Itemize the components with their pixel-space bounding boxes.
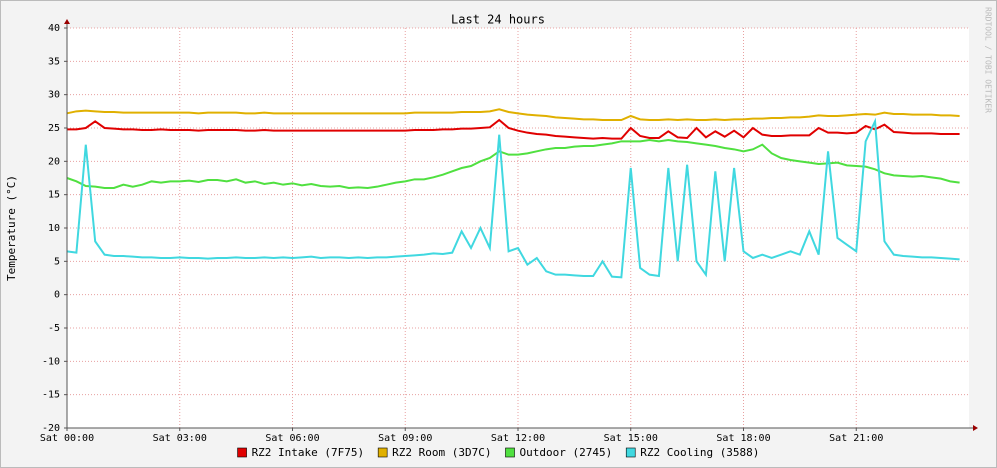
series-line <box>66 117 960 279</box>
x-tick-label: Sat 09:00 <box>378 433 432 444</box>
legend-item: RZ2 Room (3D7C) <box>377 446 492 459</box>
series-line <box>66 108 960 122</box>
legend-item: RZ2 Intake (7F75) <box>237 446 365 459</box>
x-tick-label: Sat 12:00 <box>491 433 545 444</box>
y-tick-label: 10 <box>48 223 60 234</box>
series-line <box>66 138 960 190</box>
x-tick-label: Sat 00:00 <box>40 433 94 444</box>
legend-item: Outdoor (2745) <box>505 446 613 459</box>
x-tick-label: Sat 03:00 <box>153 433 207 444</box>
x-tick-label: Sat 06:00 <box>265 433 319 444</box>
legend-swatch <box>377 447 388 458</box>
y-tick-label: -10 <box>42 356 60 367</box>
lines <box>66 108 960 279</box>
y-tick-label: -5 <box>48 323 60 334</box>
legend-item: RZ2 Cooling (3588) <box>625 446 759 459</box>
legend-label: RZ2 Cooling (3588) <box>640 446 759 459</box>
y-tick-label: 35 <box>48 56 60 67</box>
legend-swatch <box>625 447 636 458</box>
x-arrow <box>973 425 978 431</box>
x-tick-label: Sat 18:00 <box>716 433 770 444</box>
y-tick-label: 0 <box>54 290 60 301</box>
watermark: RRDTOOL / TOBI OETIKER <box>984 7 993 113</box>
y-tick-label: 15 <box>48 190 60 201</box>
y-arrow <box>64 19 70 24</box>
y-tick-label: 30 <box>48 90 60 101</box>
legend-label: Outdoor (2745) <box>520 446 613 459</box>
x-tick-label: Sat 15:00 <box>604 433 658 444</box>
y-tick-label: 40 <box>48 23 60 34</box>
axes: -20 -15 -10 -5 0 5 10 15 20 25 30 35 40 Sat 00:00 Sat … <box>40 19 978 444</box>
y-tick-label: 20 <box>48 156 60 167</box>
legend-swatch <box>237 447 247 458</box>
y-tick-label: 5 <box>54 256 60 267</box>
x-tick-label: Sat 21:00 <box>829 433 883 444</box>
y-axis-label: Temperature (°C) <box>5 175 18 281</box>
y-tick-label: -20 <box>42 423 60 434</box>
legend-swatch <box>505 447 515 458</box>
y-tick-label: -15 <box>42 390 60 401</box>
legend-label: RZ2 Room (3D7C) <box>392 446 491 459</box>
chart-title: Last 24 hours <box>451 13 545 27</box>
series-line <box>67 118 960 140</box>
legend: RZ2 Intake (7F75) RZ2 Room (3D7C) Outdoor … <box>237 446 759 459</box>
legend-label: RZ2 Intake (7F75) <box>252 446 365 459</box>
y-tick-label: 25 <box>48 123 60 134</box>
